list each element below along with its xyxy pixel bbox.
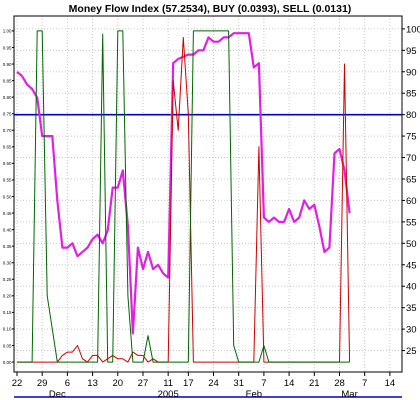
- left-tick-label: 1.00: [3, 29, 12, 34]
- x-tick-label: 29: [37, 378, 48, 389]
- right-tick-label: 55: [406, 217, 417, 228]
- left-tick-label: 0.25: [3, 277, 12, 282]
- month-label: Dec: [49, 389, 66, 400]
- left-tick-label: 0.70: [3, 128, 12, 133]
- right-tick-label: 75: [406, 132, 417, 143]
- right-tick-label: 70: [406, 153, 417, 164]
- right-tick-label: 85: [406, 89, 417, 100]
- month-label: Feb: [246, 389, 262, 400]
- chart-title: Money Flow Index (57.2534), BUY (0.0393)…: [69, 3, 352, 15]
- right-tick-label: 40: [406, 282, 417, 293]
- left-tick-label: 0.55: [3, 178, 12, 183]
- x-tick-label: 14: [385, 378, 396, 389]
- left-tick-label: 0.35: [3, 244, 12, 249]
- right-tick-label: 30: [406, 325, 417, 336]
- tick-labels: 100 95 90 85 80 75 70 65 60 55 50 45 40 35 30 25 1.00 0.9…: [3, 24, 420, 400]
- right-tick-label: 35: [406, 303, 417, 314]
- right-tick-label: 45: [406, 260, 417, 271]
- axes: [12, 15, 405, 398]
- x-tick-label: 13: [87, 378, 98, 389]
- left-tick-label: 0.30: [3, 261, 12, 266]
- right-tick-label: 80: [406, 110, 417, 121]
- left-tick-label: 0.90: [3, 62, 12, 67]
- right-tick-label: 95: [406, 46, 417, 57]
- x-tick-label: 20: [112, 378, 123, 389]
- left-tick-label: 0.80: [3, 95, 12, 100]
- right-tick-label: 100: [406, 24, 420, 35]
- x-tick-label: 7: [261, 378, 266, 389]
- left-tick-label: 0.50: [3, 194, 12, 199]
- x-tick-label: 14: [284, 378, 295, 389]
- x-tick-label: 11: [163, 378, 173, 389]
- left-tick-label: 0.65: [3, 145, 12, 150]
- right-tick-label: 25: [406, 346, 417, 357]
- right-tick-label: 65: [406, 174, 417, 185]
- right-tick-label: 90: [406, 67, 417, 78]
- right-tick-label: 50: [406, 239, 417, 250]
- left-tick-label: 0.75: [3, 111, 12, 116]
- right-tick-label: 60: [406, 196, 417, 207]
- left-tick-label: 0.95: [3, 45, 12, 50]
- x-tick-label: 31: [233, 378, 244, 389]
- x-tick-label: 17: [183, 378, 194, 389]
- series-lines: [14, 30, 402, 363]
- month-label: Mar: [341, 389, 357, 400]
- x-tick-label: 28: [334, 378, 345, 389]
- buy-line: [17, 30, 350, 363]
- left-tick-label: 0.40: [3, 227, 12, 232]
- left-tick-label: 0.10: [3, 327, 12, 332]
- x-tick-label: 6: [65, 378, 70, 389]
- left-tick-label: 0.00: [3, 360, 12, 365]
- month-label: 2005: [158, 389, 179, 400]
- left-tick-label: 0.60: [3, 161, 12, 166]
- left-tick-label: 0.85: [3, 78, 12, 83]
- left-tick-label: 0.20: [3, 294, 12, 299]
- left-tick-label: 0.05: [3, 343, 12, 348]
- plot-frame: [13, 15, 403, 373]
- left-tick-label: 0.15: [3, 310, 12, 315]
- grid: [14, 16, 402, 372]
- x-tick-label: 7: [362, 378, 367, 389]
- left-tick-label: 0.45: [3, 211, 12, 216]
- x-tick-label: 22: [12, 378, 23, 389]
- x-tick-label: 24: [208, 378, 219, 389]
- x-tick-label: 21: [309, 378, 320, 389]
- mfi-line: [16, 32, 351, 335]
- x-tick-label: 27: [138, 378, 149, 389]
